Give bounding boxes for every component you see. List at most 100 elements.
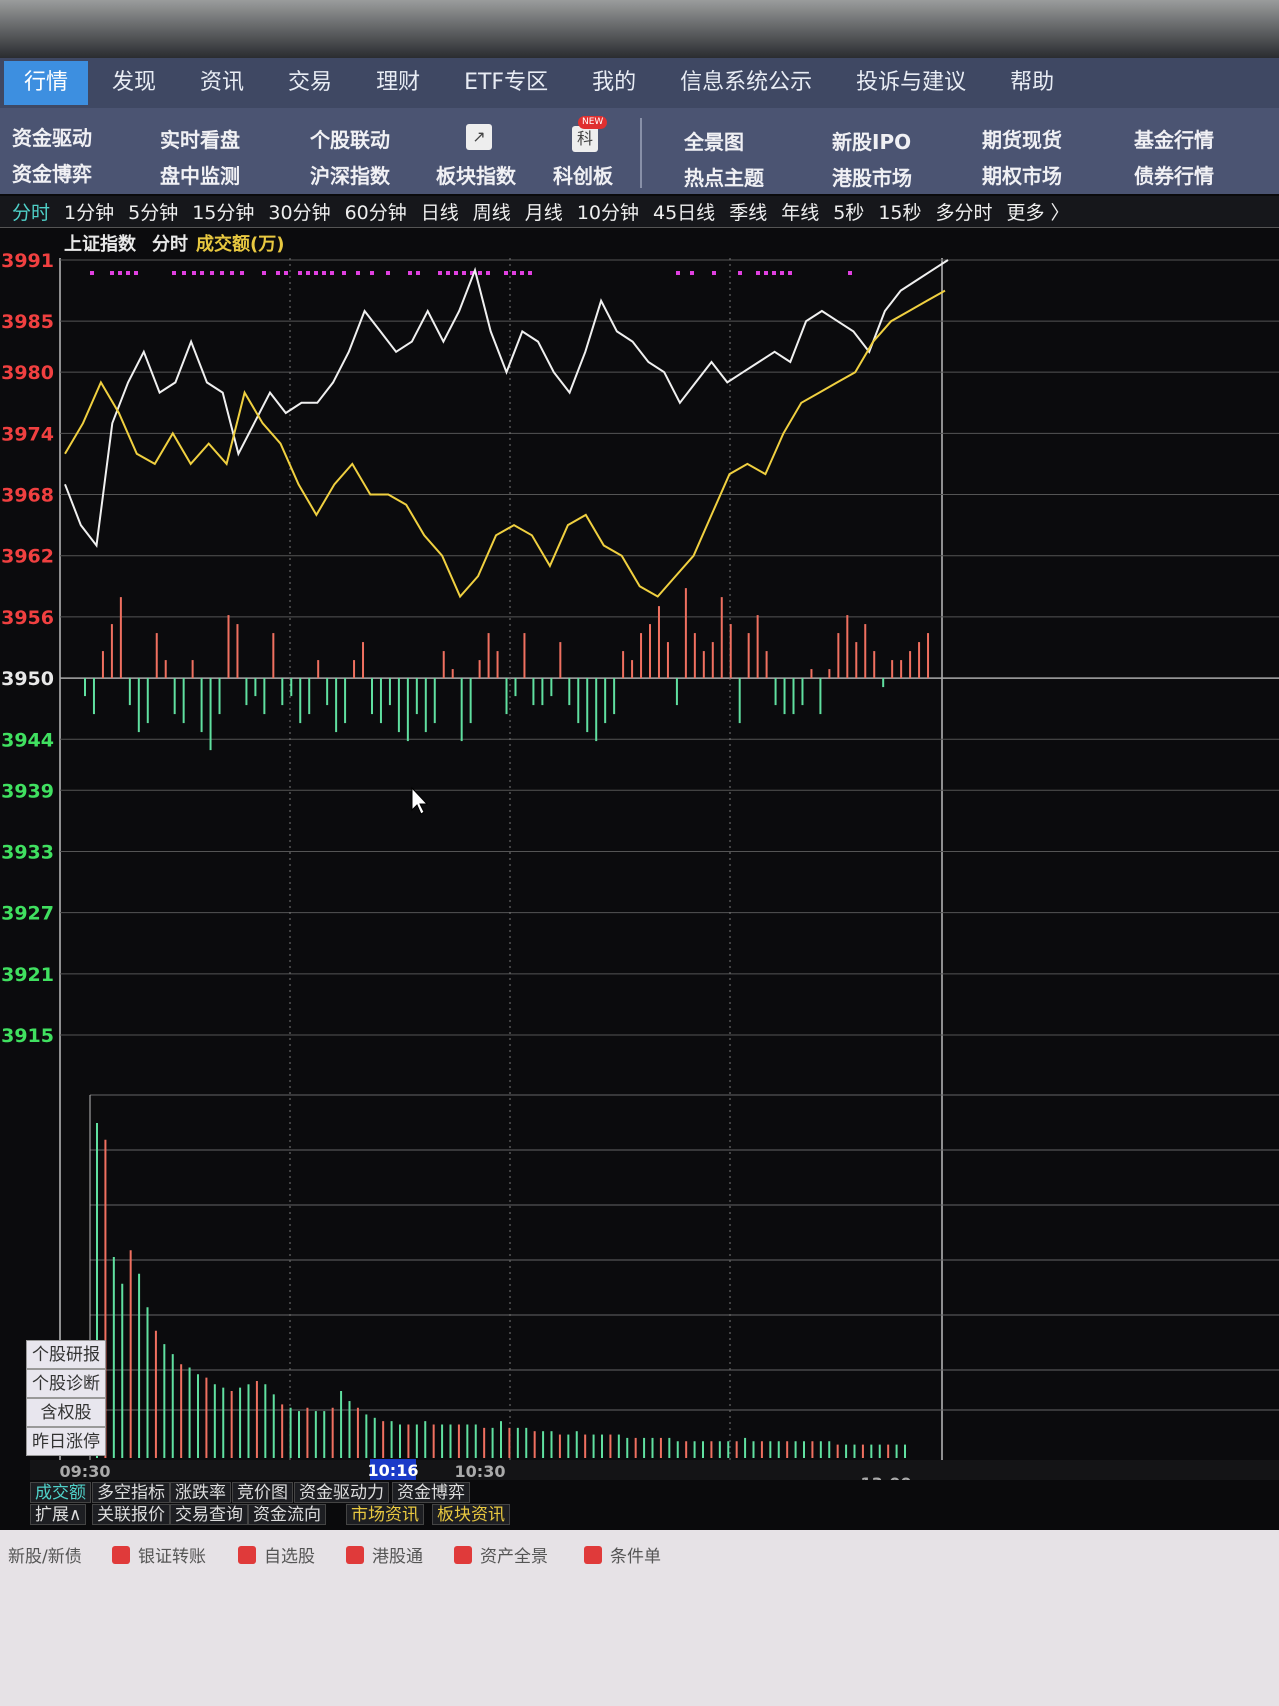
- subnav-fund-game[interactable]: 资金博弈: [12, 162, 92, 186]
- signal-marker: [322, 271, 326, 275]
- info-tab[interactable]: 板块资讯: [432, 1504, 510, 1525]
- signal-marker: [780, 271, 784, 275]
- intraday-chart[interactable]: 3991 3985 3980 3974 3968 3962 3956 3950 3944 3939…: [0, 0, 1279, 1480]
- subnav-bonds[interactable]: 债券行情: [1134, 164, 1214, 188]
- period-tab[interactable]: 5秒: [833, 202, 865, 224]
- signal-marker: [306, 271, 310, 275]
- nav-faxian[interactable]: 发现: [112, 70, 157, 95]
- signal-marker: [764, 271, 768, 275]
- signal-marker: [342, 271, 346, 275]
- stock-research-button[interactable]: 个股研报: [26, 1340, 106, 1369]
- sector-chart-icon[interactable]: ↗: [466, 124, 492, 150]
- indicator-tab[interactable]: 多空指标: [92, 1482, 170, 1503]
- chart-mode: 分时: [152, 234, 188, 255]
- y-tick-label: 3950: [1, 668, 54, 690]
- info-tab[interactable]: 关联报价: [92, 1504, 170, 1525]
- top-nav: 行情 发现 资讯 交易 理财 ETF专区 我的 信息系统公示 投诉与建议 帮助: [0, 58, 1279, 108]
- indicator-tab[interactable]: 资金驱动力: [294, 1482, 389, 1503]
- period-tab[interactable]: 15秒: [878, 202, 922, 224]
- info-tab[interactable]: 市场资讯: [346, 1504, 424, 1525]
- nav-info-disclosure[interactable]: 信息系统公示: [680, 70, 813, 95]
- period-tab[interactable]: 15分钟: [192, 202, 255, 224]
- subnav-sector-index[interactable]: 板块指数: [436, 164, 516, 188]
- nav-wode[interactable]: 我的: [592, 70, 637, 95]
- nav-help[interactable]: 帮助: [1010, 70, 1055, 95]
- rights-stock-button[interactable]: 含权股: [26, 1398, 106, 1427]
- subnav-hot-topics[interactable]: 热点主题: [684, 166, 764, 190]
- signal-marker: [210, 271, 214, 275]
- signal-marker: [756, 271, 760, 275]
- taskbar-icon: [238, 1545, 256, 1564]
- period-tab[interactable]: 45日线: [653, 202, 716, 224]
- crosshair-time-box: [370, 1459, 416, 1480]
- index-price-line: [64, 259, 949, 549]
- taskbar-icon: [584, 1545, 602, 1564]
- indicator-tab[interactable]: 涨跌率: [170, 1482, 231, 1503]
- signal-marker: [676, 271, 680, 275]
- taskbar-item[interactable]: 资产全景: [454, 1542, 548, 1567]
- info-tab[interactable]: 交易查询: [170, 1504, 248, 1525]
- period-tab[interactable]: 日线: [420, 202, 459, 224]
- taskbar-label: 港股通: [372, 1547, 423, 1567]
- subnav-fund-drive[interactable]: 资金驱动: [12, 126, 92, 150]
- subnav-monitor[interactable]: 盘中监测: [160, 164, 240, 188]
- x-tick-label: 13:00: [861, 1474, 912, 1480]
- period-tab[interactable]: 更多 〉: [1006, 202, 1070, 224]
- kechuang-icon[interactable]: 科: [572, 126, 598, 152]
- y-tick-label: 3962: [1, 546, 54, 568]
- taskbar-item[interactable]: 银证转账: [112, 1542, 206, 1567]
- period-tab[interactable]: 1分钟: [64, 202, 115, 224]
- signal-marker: [408, 271, 412, 275]
- signal-marker: [690, 271, 694, 275]
- signal-marker: [240, 271, 244, 275]
- indicator-tab[interactable]: 成交额: [30, 1482, 91, 1503]
- subnav-index[interactable]: 沪深指数: [310, 164, 390, 188]
- signal-marker: [520, 271, 524, 275]
- period-tab[interactable]: 60分钟: [344, 202, 407, 224]
- taskbar-label: 自选股: [264, 1547, 315, 1567]
- new-badge: NEW: [578, 116, 608, 129]
- period-tab[interactable]: 30分钟: [268, 202, 331, 224]
- nav-jiaoyi[interactable]: 交易: [288, 70, 333, 95]
- period-tab[interactable]: 月线: [524, 202, 563, 224]
- taskbar-item[interactable]: 港股通: [346, 1542, 423, 1567]
- yesterday-limit-up-button[interactable]: 昨日涨停: [26, 1427, 106, 1456]
- y-tick-label: 3968: [1, 485, 54, 507]
- info-tab[interactable]: 扩展∧: [30, 1504, 87, 1525]
- period-tab[interactable]: 10分钟: [576, 202, 639, 224]
- subnav-panorama[interactable]: 全景图: [684, 130, 744, 154]
- subnav-funds[interactable]: 基金行情: [1134, 128, 1214, 152]
- subnav-options[interactable]: 期权市场: [982, 164, 1062, 188]
- indicator-tab[interactable]: 竞价图: [232, 1482, 293, 1503]
- subnav-stock-linkage[interactable]: 个股联动: [310, 128, 390, 152]
- signal-marker: [446, 271, 450, 275]
- subnav-ipo[interactable]: 新股IPO: [832, 130, 912, 154]
- stock-diagnosis-button[interactable]: 个股诊断: [26, 1369, 106, 1398]
- signal-marker: [110, 271, 114, 275]
- subnav-star-market[interactable]: 科创板: [553, 164, 613, 188]
- nav-zixun[interactable]: 资讯: [200, 70, 245, 95]
- indicator-tab[interactable]: 资金博弈: [392, 1482, 470, 1503]
- period-tab[interactable]: 年线: [781, 202, 820, 224]
- period-tab[interactable]: 季线: [729, 202, 768, 224]
- signal-marker: [276, 271, 280, 275]
- nav-licai[interactable]: 理财: [376, 70, 421, 95]
- period-tab[interactable]: 5分钟: [128, 202, 179, 224]
- signal-marker: [454, 271, 458, 275]
- subnav-hk-market[interactable]: 港股市场: [832, 166, 912, 190]
- nav-hangqing[interactable]: 行情: [4, 61, 89, 105]
- nav-etf[interactable]: ETF专区: [464, 70, 549, 95]
- subnav-futures[interactable]: 期货现货: [982, 128, 1062, 152]
- signal-marker: [200, 271, 204, 275]
- taskbar-item[interactable]: 条件单: [584, 1542, 661, 1567]
- taskbar-icon: [346, 1545, 364, 1564]
- period-tab[interactable]: 多分时: [935, 202, 993, 224]
- subnav-realtime[interactable]: 实时看盘: [160, 128, 240, 152]
- info-tab[interactable]: 资金流向: [248, 1504, 326, 1525]
- taskbar-item[interactable]: 自选股: [238, 1542, 315, 1567]
- taskbar-item[interactable]: 新股/新债: [8, 1542, 82, 1567]
- period-tab[interactable]: 周线: [472, 202, 511, 224]
- nav-complaints[interactable]: 投诉与建议: [856, 70, 967, 95]
- period-tab[interactable]: 分时: [12, 202, 51, 224]
- period-bar: 分时 1分钟 5分钟 15分钟 30分钟 60分钟 日线 周线 月线 10分钟 45日线 季线 年线 5秒…: [0, 196, 1279, 228]
